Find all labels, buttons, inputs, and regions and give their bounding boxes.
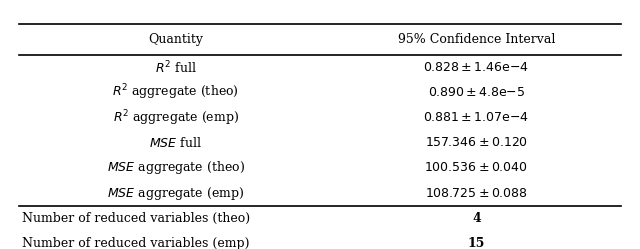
Text: $MSE$ aggregate (emp): $MSE$ aggregate (emp) <box>107 185 244 202</box>
Text: Number of reduced variables (theo): Number of reduced variables (theo) <box>22 212 250 225</box>
Text: 15: 15 <box>468 237 485 249</box>
Text: $MSE$ full: $MSE$ full <box>149 136 202 150</box>
Text: $108.725 \pm 0.088$: $108.725 \pm 0.088$ <box>425 187 528 200</box>
Text: Quantity: Quantity <box>148 33 203 46</box>
Text: $R^2$ full: $R^2$ full <box>155 59 196 76</box>
Text: $R^2$ aggregate (emp): $R^2$ aggregate (emp) <box>113 108 239 127</box>
Text: $R^2$ aggregate (theo): $R^2$ aggregate (theo) <box>112 83 239 103</box>
Text: 4: 4 <box>472 212 481 225</box>
Text: $157.346 \pm 0.120$: $157.346 \pm 0.120$ <box>425 136 528 149</box>
Text: $MSE$ aggregate (theo): $MSE$ aggregate (theo) <box>107 160 244 177</box>
Text: Number of reduced variables (emp): Number of reduced variables (emp) <box>22 237 250 249</box>
Text: $0.881 \pm 1.07\mathrm{e}{-4}$: $0.881 \pm 1.07\mathrm{e}{-4}$ <box>424 111 529 124</box>
Text: $0.890 \pm 4.8\mathrm{e}{-5}$: $0.890 \pm 4.8\mathrm{e}{-5}$ <box>428 86 525 99</box>
Text: $100.536 \pm 0.040$: $100.536 \pm 0.040$ <box>424 162 529 175</box>
Text: 95% Confidence Interval: 95% Confidence Interval <box>397 33 555 46</box>
Text: $0.828 \pm 1.46\mathrm{e}{-4}$: $0.828 \pm 1.46\mathrm{e}{-4}$ <box>424 61 529 74</box>
